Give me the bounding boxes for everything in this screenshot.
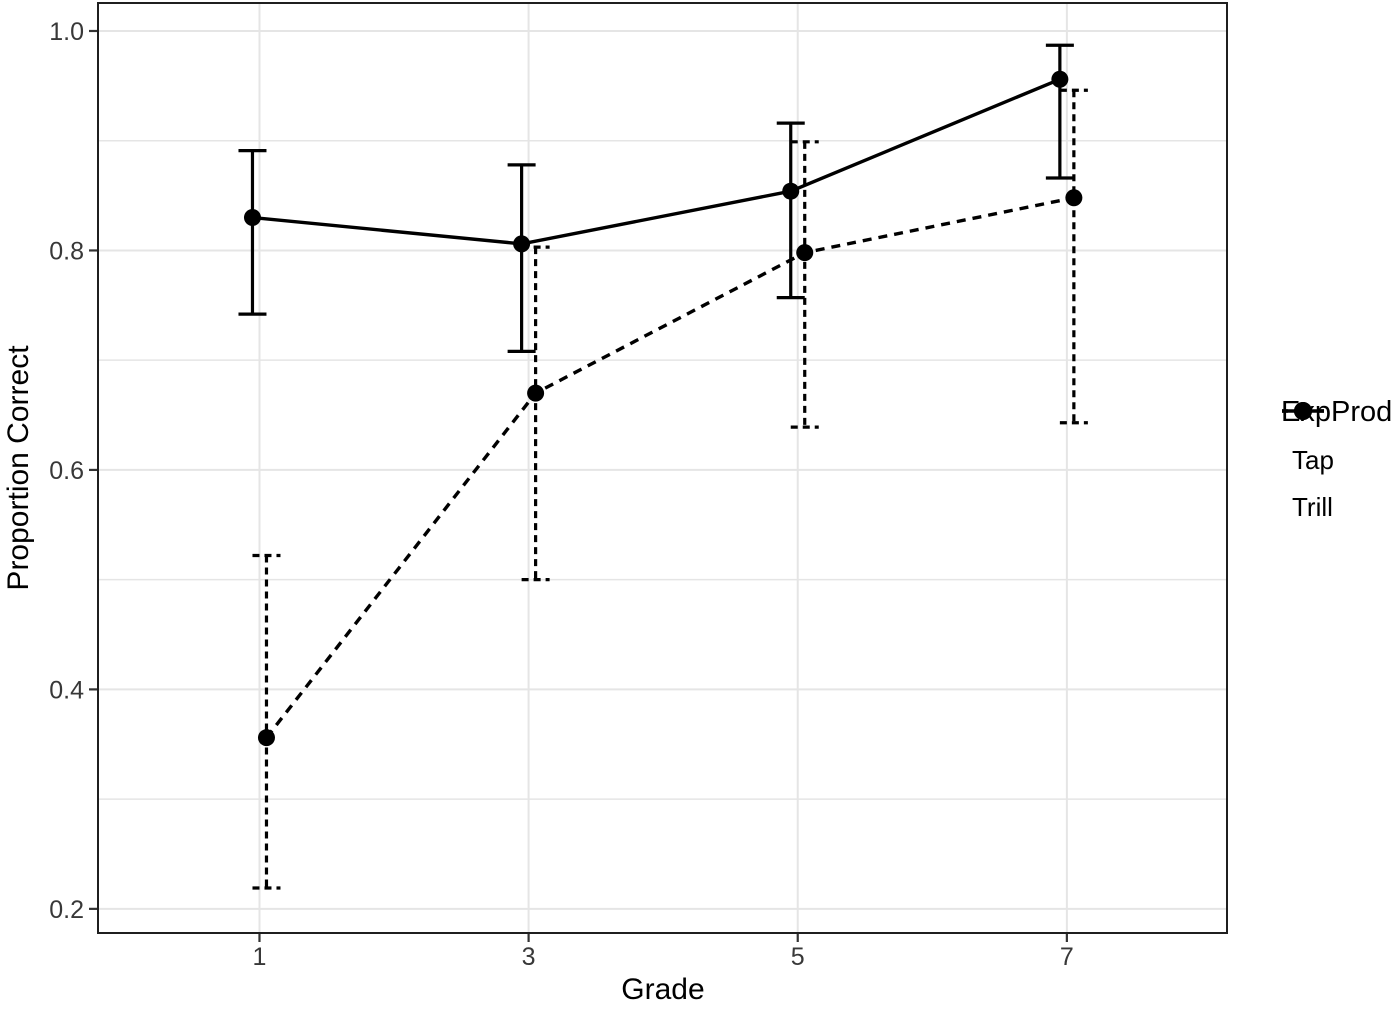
- data-point-tap-grade3: [513, 235, 531, 253]
- data-point-trill-grade7: [1065, 189, 1083, 207]
- data-point-trill-grade5: [796, 244, 814, 262]
- data-point-tap-grade7: [1051, 70, 1069, 88]
- data-point-trill-grade1: [257, 729, 275, 747]
- data-point-trill-grade3: [527, 384, 545, 402]
- y-axis-title: Proportion Correct: [2, 345, 35, 591]
- legend-entry-trill: Trill: [1281, 402, 1400, 522]
- x-tick-label: 7: [1060, 943, 1074, 971]
- y-tick-label: 0.2: [49, 896, 84, 924]
- legend-key-dashed-line-icon: [1282, 402, 1324, 420]
- legend: ExpProd Tap Trill: [1281, 396, 1400, 522]
- data-point-tap-grade5: [782, 182, 800, 200]
- y-tick-label: 1.0: [49, 18, 84, 46]
- y-tick-label: 0.8: [49, 237, 84, 265]
- y-tick-label: 0.4: [49, 676, 84, 704]
- legend-label-tap: Tap: [1292, 445, 1334, 475]
- series-line-tap: [252, 77, 1061, 246]
- legend-entry-tap: Tap: [1281, 402, 1400, 475]
- x-axis-title: Grade: [621, 973, 705, 1006]
- x-tick-label: 1: [253, 943, 267, 971]
- legend-label-trill: Trill: [1292, 492, 1333, 522]
- data-point-tap-grade1: [243, 209, 261, 227]
- panel-background: [98, 3, 1227, 933]
- y-tick-label: 0.6: [49, 457, 84, 485]
- x-tick-label: 5: [791, 943, 805, 971]
- panel-border: [97, 2, 1228, 934]
- x-tick-label: 3: [522, 943, 536, 971]
